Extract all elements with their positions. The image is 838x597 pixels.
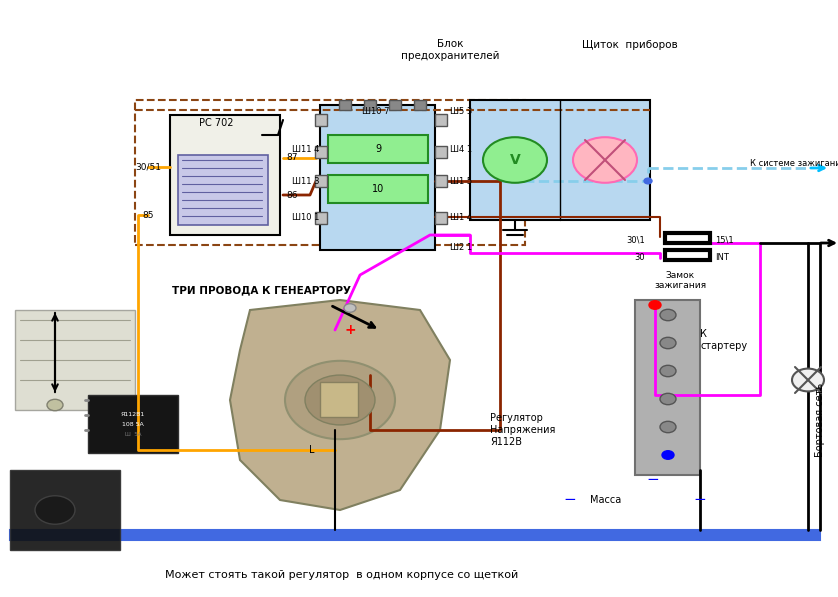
Circle shape: [792, 368, 824, 392]
Text: Ш1 4: Ш1 4: [450, 213, 472, 221]
Text: К системе зажигания: К системе зажигания: [750, 158, 838, 168]
Text: Ш1 5: Ш1 5: [450, 177, 472, 186]
Text: −: −: [694, 493, 706, 507]
Text: Ш  5А: Ш 5А: [125, 432, 142, 438]
Bar: [635, 300, 700, 475]
Text: 15\1: 15\1: [715, 235, 733, 245]
Bar: [320, 382, 358, 417]
Text: Ш5 3: Ш5 3: [450, 107, 473, 116]
Text: Ш4 1: Ш4 1: [450, 146, 472, 155]
Bar: [470, 100, 650, 220]
Text: 108 5А: 108 5А: [122, 423, 144, 427]
Text: Ш10 1: Ш10 1: [292, 213, 319, 221]
Bar: [315, 212, 327, 224]
Text: 10: 10: [372, 184, 384, 194]
Circle shape: [662, 451, 674, 459]
Text: +: +: [344, 323, 356, 337]
Circle shape: [483, 137, 547, 183]
Text: 85: 85: [142, 211, 153, 220]
Bar: [435, 175, 447, 187]
Text: Может стоять такой регулятор  в одном корпусе со щеткой: Может стоять такой регулятор в одном кор…: [165, 570, 518, 580]
Circle shape: [285, 361, 395, 439]
Text: 30\1: 30\1: [626, 235, 645, 245]
Text: Ш11 4: Ш11 4: [292, 146, 319, 155]
Bar: [15, 310, 135, 410]
Bar: [320, 105, 435, 250]
Circle shape: [660, 337, 676, 349]
Text: Замок: Замок: [665, 270, 695, 279]
Text: L: L: [309, 445, 315, 455]
Circle shape: [644, 178, 652, 184]
Text: Щиток  приборов: Щиток приборов: [582, 40, 678, 50]
Text: Масса: Масса: [590, 495, 621, 505]
Text: Ш11 3: Ш11 3: [292, 177, 319, 186]
Text: Бортовая сеть: Бортовая сеть: [815, 383, 825, 457]
Bar: [315, 146, 327, 158]
Bar: [178, 155, 268, 225]
Text: 9: 9: [375, 144, 381, 154]
Text: INT: INT: [715, 254, 729, 263]
Bar: [339, 100, 351, 110]
Circle shape: [35, 496, 75, 524]
Bar: [328, 135, 428, 163]
Circle shape: [660, 365, 676, 377]
Circle shape: [305, 375, 375, 425]
Bar: [328, 175, 428, 203]
Circle shape: [660, 309, 676, 321]
Bar: [414, 100, 426, 110]
Text: Я112В1: Я112В1: [121, 413, 145, 417]
Bar: [10, 470, 120, 550]
Bar: [665, 250, 710, 260]
Text: −: −: [564, 493, 577, 507]
Text: К
стартеру: К стартеру: [700, 329, 747, 351]
Text: зажигания: зажигания: [654, 281, 706, 290]
Circle shape: [660, 393, 676, 405]
Bar: [315, 175, 327, 187]
Text: 87: 87: [287, 153, 297, 162]
Bar: [135, 100, 525, 245]
Text: 30/51: 30/51: [135, 162, 161, 171]
Bar: [389, 100, 401, 110]
Circle shape: [344, 304, 356, 312]
Text: 30: 30: [634, 254, 645, 263]
Bar: [435, 146, 447, 158]
Text: Ш2 1: Ш2 1: [450, 244, 472, 253]
Text: Блок
предохранителей: Блок предохранителей: [401, 39, 499, 61]
Polygon shape: [230, 300, 450, 510]
Bar: [435, 212, 447, 224]
Bar: [665, 233, 710, 243]
Bar: [88, 395, 178, 453]
Circle shape: [649, 301, 661, 309]
Bar: [435, 114, 447, 126]
Text: ТРИ ПРОВОДА К ГЕНЕАРТОРУ: ТРИ ПРОВОДА К ГЕНЕАРТОРУ: [172, 285, 351, 295]
Circle shape: [573, 137, 637, 183]
Circle shape: [660, 421, 676, 433]
Text: 86: 86: [287, 190, 297, 199]
Bar: [10, 530, 820, 540]
Bar: [315, 114, 327, 126]
Text: Регулятор
Напряжения
Я112В: Регулятор Напряжения Я112В: [490, 413, 556, 447]
Text: РС 702: РС 702: [199, 118, 233, 128]
Text: Ш10 7: Ш10 7: [362, 107, 390, 116]
Bar: [364, 100, 376, 110]
Text: V: V: [510, 153, 520, 167]
Text: −: −: [647, 472, 660, 488]
Circle shape: [47, 399, 63, 411]
Bar: [170, 115, 280, 235]
